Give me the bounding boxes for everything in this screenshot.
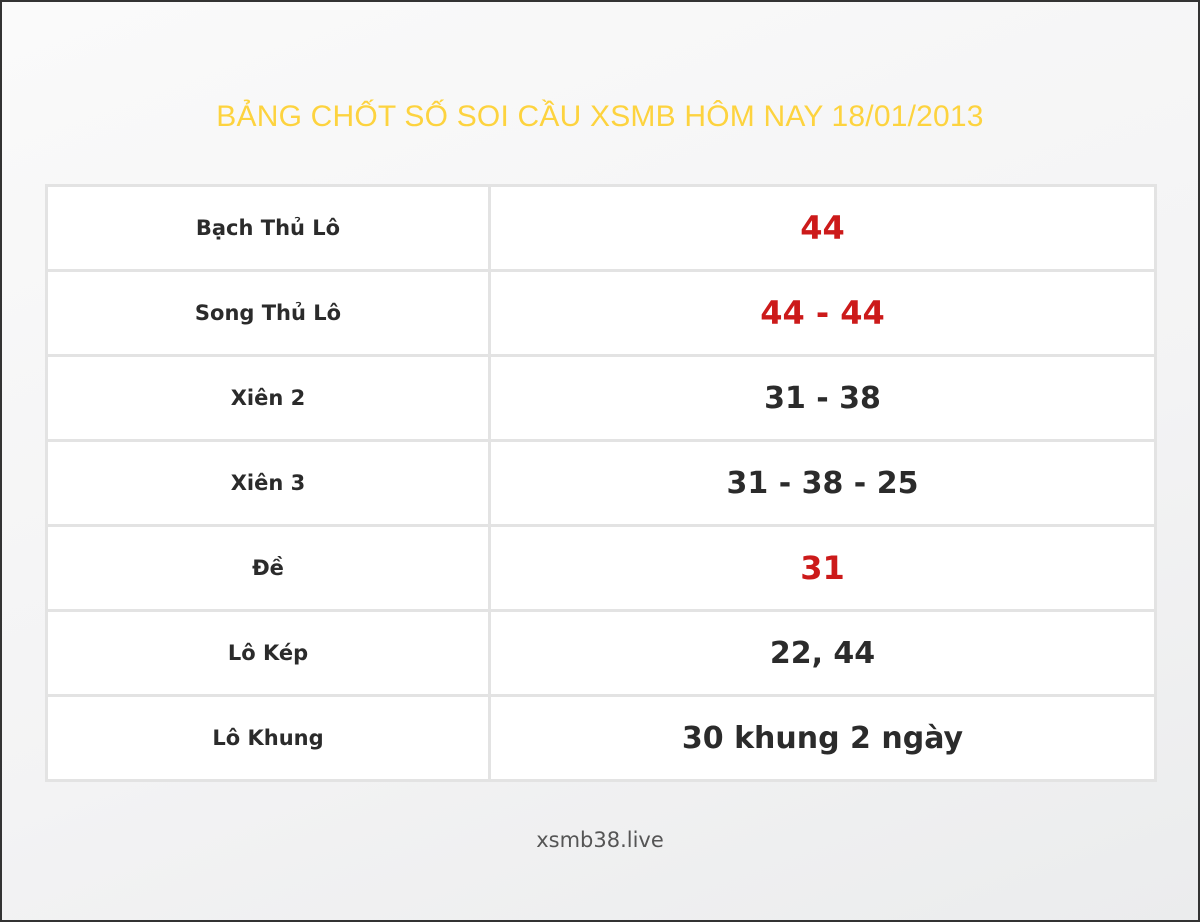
row-value: 31 - 38 - 25 bbox=[488, 439, 1157, 527]
row-value: 31 bbox=[488, 524, 1157, 612]
row-label: Lô Kép bbox=[45, 609, 491, 697]
page-title: BẢNG CHỐT SỐ SOI CẦU XSMB HÔM NAY 18/01/… bbox=[216, 100, 984, 133]
row-value: 31 - 38 bbox=[488, 354, 1157, 442]
table-row: Lô Khung 30 khung 2 ngày bbox=[45, 694, 1157, 782]
site-footer: xsmb38.live bbox=[536, 828, 664, 852]
table-row: Xiên 3 31 - 38 - 25 bbox=[45, 439, 1157, 527]
prediction-table: Bạch Thủ Lô 44 Song Thủ Lô 44 - 44 Xiên 2 31 … bbox=[45, 184, 1157, 782]
row-label: Đề bbox=[45, 524, 491, 612]
row-value: 22, 44 bbox=[488, 609, 1157, 697]
table-row: Đề 31 bbox=[45, 524, 1157, 612]
table-row: Lô Kép 22, 44 bbox=[45, 609, 1157, 697]
row-label: Bạch Thủ Lô bbox=[45, 184, 491, 272]
row-label: Lô Khung bbox=[45, 694, 491, 782]
row-label: Xiên 3 bbox=[45, 439, 491, 527]
row-value: 30 khung 2 ngày bbox=[488, 694, 1157, 782]
row-value: 44 - 44 bbox=[488, 269, 1157, 357]
table-row: Song Thủ Lô 44 - 44 bbox=[45, 269, 1157, 357]
table-row: Xiên 2 31 - 38 bbox=[45, 354, 1157, 442]
row-label: Song Thủ Lô bbox=[45, 269, 491, 357]
row-label: Xiên 2 bbox=[45, 354, 491, 442]
table-row: Bạch Thủ Lô 44 bbox=[45, 184, 1157, 272]
row-value: 44 bbox=[488, 184, 1157, 272]
